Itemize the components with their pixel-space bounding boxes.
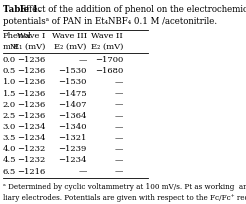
Text: Wave III: Wave III (52, 31, 87, 39)
Text: —: — (115, 100, 123, 108)
Text: −1407: −1407 (58, 100, 87, 108)
Text: −1340: −1340 (58, 122, 87, 130)
Text: −1239: −1239 (58, 144, 87, 153)
Text: —: — (78, 56, 87, 64)
Text: —: — (115, 144, 123, 153)
Text: 4.0: 4.0 (3, 144, 16, 153)
Text: —: — (115, 111, 123, 119)
Text: −1236: −1236 (17, 67, 45, 75)
Text: 3.0: 3.0 (3, 122, 16, 130)
Text: 4.5: 4.5 (3, 156, 16, 164)
Text: −1232: −1232 (17, 144, 45, 153)
Text: 2.0: 2.0 (3, 100, 16, 108)
Text: E₂ (mV): E₂ (mV) (91, 43, 123, 51)
Text: Wave II: Wave II (91, 31, 123, 39)
Text: —: — (115, 122, 123, 130)
Text: −1321: −1321 (58, 133, 87, 141)
Text: −1475: −1475 (58, 89, 87, 97)
Text: −1236: −1236 (17, 111, 45, 119)
Text: 2.5: 2.5 (3, 111, 16, 119)
Text: Table 1.: Table 1. (3, 5, 41, 14)
Text: mM: mM (3, 43, 19, 51)
Text: −1236: −1236 (17, 78, 45, 86)
Text: E₂ (mV): E₂ (mV) (54, 43, 87, 51)
Text: —: — (115, 167, 123, 175)
Text: ᵃ Determined by cyclic voltammetry at 100 mV/s. Pt as working  and auxi-: ᵃ Determined by cyclic voltammetry at 10… (3, 182, 246, 190)
Text: liary electrodes. Potentials are given with respect to the Fc/Fc⁺ redox couple.: liary electrodes. Potentials are given w… (3, 193, 246, 201)
Text: potentialsᵃ of PAN in Et₄NBF₄ 0.1 M /acetonitrile.: potentialsᵃ of PAN in Et₄NBF₄ 0.1 M /ace… (3, 17, 217, 26)
Text: −1234: −1234 (17, 122, 45, 130)
Text: 1.0: 1.0 (3, 78, 16, 86)
Text: −1680: −1680 (95, 67, 123, 75)
Text: —: — (115, 133, 123, 141)
Text: −1364: −1364 (58, 111, 87, 119)
Text: 3.5: 3.5 (3, 133, 16, 141)
Text: −1530: −1530 (58, 67, 87, 75)
Text: —: — (78, 167, 87, 175)
Text: −1236: −1236 (17, 100, 45, 108)
Text: 6.5: 6.5 (3, 167, 16, 175)
Text: −1234: −1234 (17, 133, 45, 141)
Text: E₁ (mV): E₁ (mV) (13, 43, 45, 51)
Text: 0.5: 0.5 (3, 67, 16, 75)
Text: −1236: −1236 (17, 89, 45, 97)
Text: —: — (115, 156, 123, 164)
Text: —: — (115, 78, 123, 86)
Text: −1700: −1700 (95, 56, 123, 64)
Text: −1232: −1232 (17, 156, 45, 164)
Text: —: — (115, 89, 123, 97)
Text: Wave I: Wave I (17, 31, 45, 39)
Text: −1530: −1530 (58, 78, 87, 86)
Text: 0.0: 0.0 (3, 56, 16, 64)
Text: −1234: −1234 (58, 156, 87, 164)
Text: Phenol: Phenol (3, 31, 32, 39)
Text: Effect of the addition of phenol on the electrochemical: Effect of the addition of phenol on the … (17, 5, 246, 14)
Text: 1.5: 1.5 (3, 89, 16, 97)
Text: −1216: −1216 (17, 167, 45, 175)
Text: −1236: −1236 (17, 56, 45, 64)
